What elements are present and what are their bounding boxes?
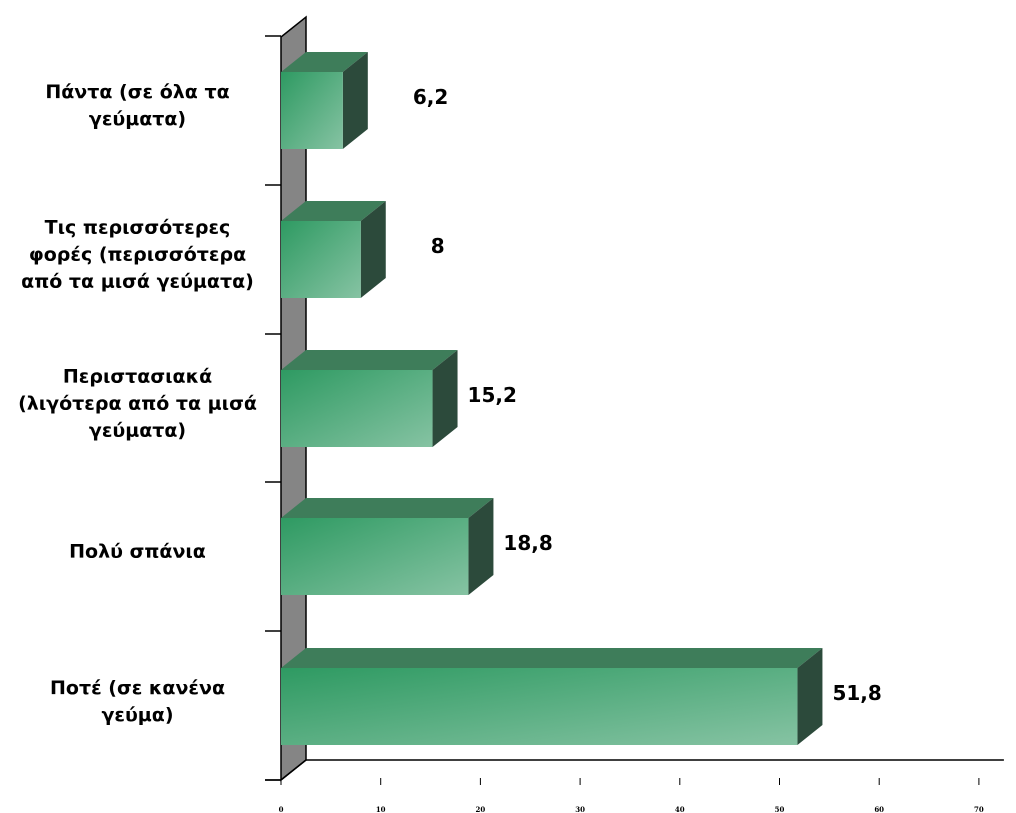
bar-side-face (360, 201, 386, 298)
x-tick-label: 70 (974, 805, 984, 813)
value-label: 51,8 (832, 681, 881, 705)
bar-front-face (281, 370, 433, 447)
category-label-line: από τα μισά γεύματα) (21, 270, 254, 292)
category-label: Πολύ σπάνια (0, 538, 275, 565)
bar-top-face (281, 498, 494, 518)
category-label-line: γεύματα) (88, 107, 187, 130)
bar (281, 52, 368, 149)
value-label: 15,2 (468, 383, 517, 407)
bar-front-face (281, 518, 469, 595)
category-label-line: γεύμα) (101, 703, 174, 726)
x-tick-label: 30 (575, 805, 585, 813)
x-tick-label: 40 (675, 805, 685, 813)
bar-top-face (281, 648, 823, 668)
x-tick-label: 50 (775, 805, 785, 813)
category-label-line: Πολύ σπάνια (69, 540, 206, 562)
bar (281, 498, 494, 595)
floor-edge (280, 759, 307, 781)
category-label-line: Πάντα (σε όλα τα (45, 80, 230, 103)
category-label-line: Ποτέ (σε κανένα (49, 676, 225, 699)
category-label: Περιστασιακά (λιγότερα από τα μισά γεύματα… (0, 363, 275, 444)
category-label-line: (λιγότερα από τα μισά (18, 392, 257, 414)
value-label: 8 (431, 234, 445, 258)
bar-side-face (432, 350, 458, 447)
bar (281, 648, 823, 745)
bar-top-face (281, 201, 386, 221)
x-tick-label: 60 (874, 805, 884, 813)
bar-front-face (281, 221, 361, 298)
bar-side-face (342, 52, 368, 149)
x-tick-label: 10 (376, 805, 386, 813)
category-label: Ποτέ (σε κανένα γεύμα) (0, 675, 275, 729)
category-label: Πάντα (σε όλα τα γεύματα) (0, 79, 275, 133)
category-label-line: Τις περισσότερες (44, 216, 231, 238)
category-label-line: γεύματα) (88, 419, 187, 441)
bar-side-face (797, 648, 823, 745)
x-tick-label: 20 (476, 805, 486, 813)
category-label-line: Περιστασιακά (62, 365, 213, 387)
bar (281, 201, 386, 298)
category-label-line: φορές (περισσότερα (28, 243, 247, 265)
bar (281, 350, 458, 447)
bar-top-face (281, 52, 368, 72)
value-label: 6,2 (413, 85, 448, 109)
bar-front-face (281, 668, 798, 745)
bar-side-face (468, 498, 494, 595)
category-label: Τις περισσότερες φορές (περισσότερα από τα… (0, 214, 275, 295)
bar-top-face (281, 350, 458, 370)
value-label: 18,8 (503, 531, 552, 555)
bar-front-face (281, 72, 343, 149)
x-tick-label: 0 (279, 805, 284, 813)
